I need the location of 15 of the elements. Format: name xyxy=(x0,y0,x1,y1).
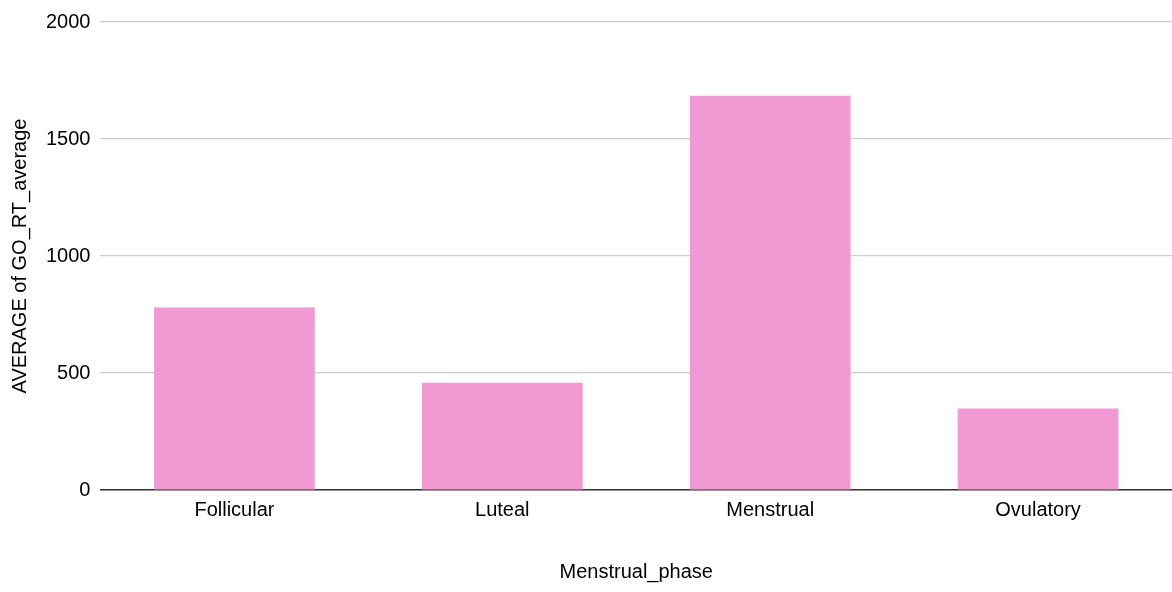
x-tick-label: Ovulatory xyxy=(995,497,1081,520)
y-tick-label: 1000 xyxy=(45,243,91,266)
x-axis-title: Menstrual_phase xyxy=(559,559,713,583)
bar xyxy=(421,382,583,490)
x-tick-label: Follicular xyxy=(194,497,275,520)
bar xyxy=(689,95,851,490)
y-axis-title: AVERAGE of GO_RT_average xyxy=(7,118,31,394)
x-tick-label: Luteal xyxy=(475,497,530,520)
x-tick-label: Menstrual xyxy=(726,497,815,520)
bar xyxy=(957,408,1119,490)
y-tick-label: 500 xyxy=(57,360,91,383)
y-tick-label: 0 xyxy=(79,477,91,500)
bar xyxy=(154,307,315,490)
y-tick-label: 1500 xyxy=(45,126,91,149)
y-tick-label: 2000 xyxy=(45,9,91,32)
